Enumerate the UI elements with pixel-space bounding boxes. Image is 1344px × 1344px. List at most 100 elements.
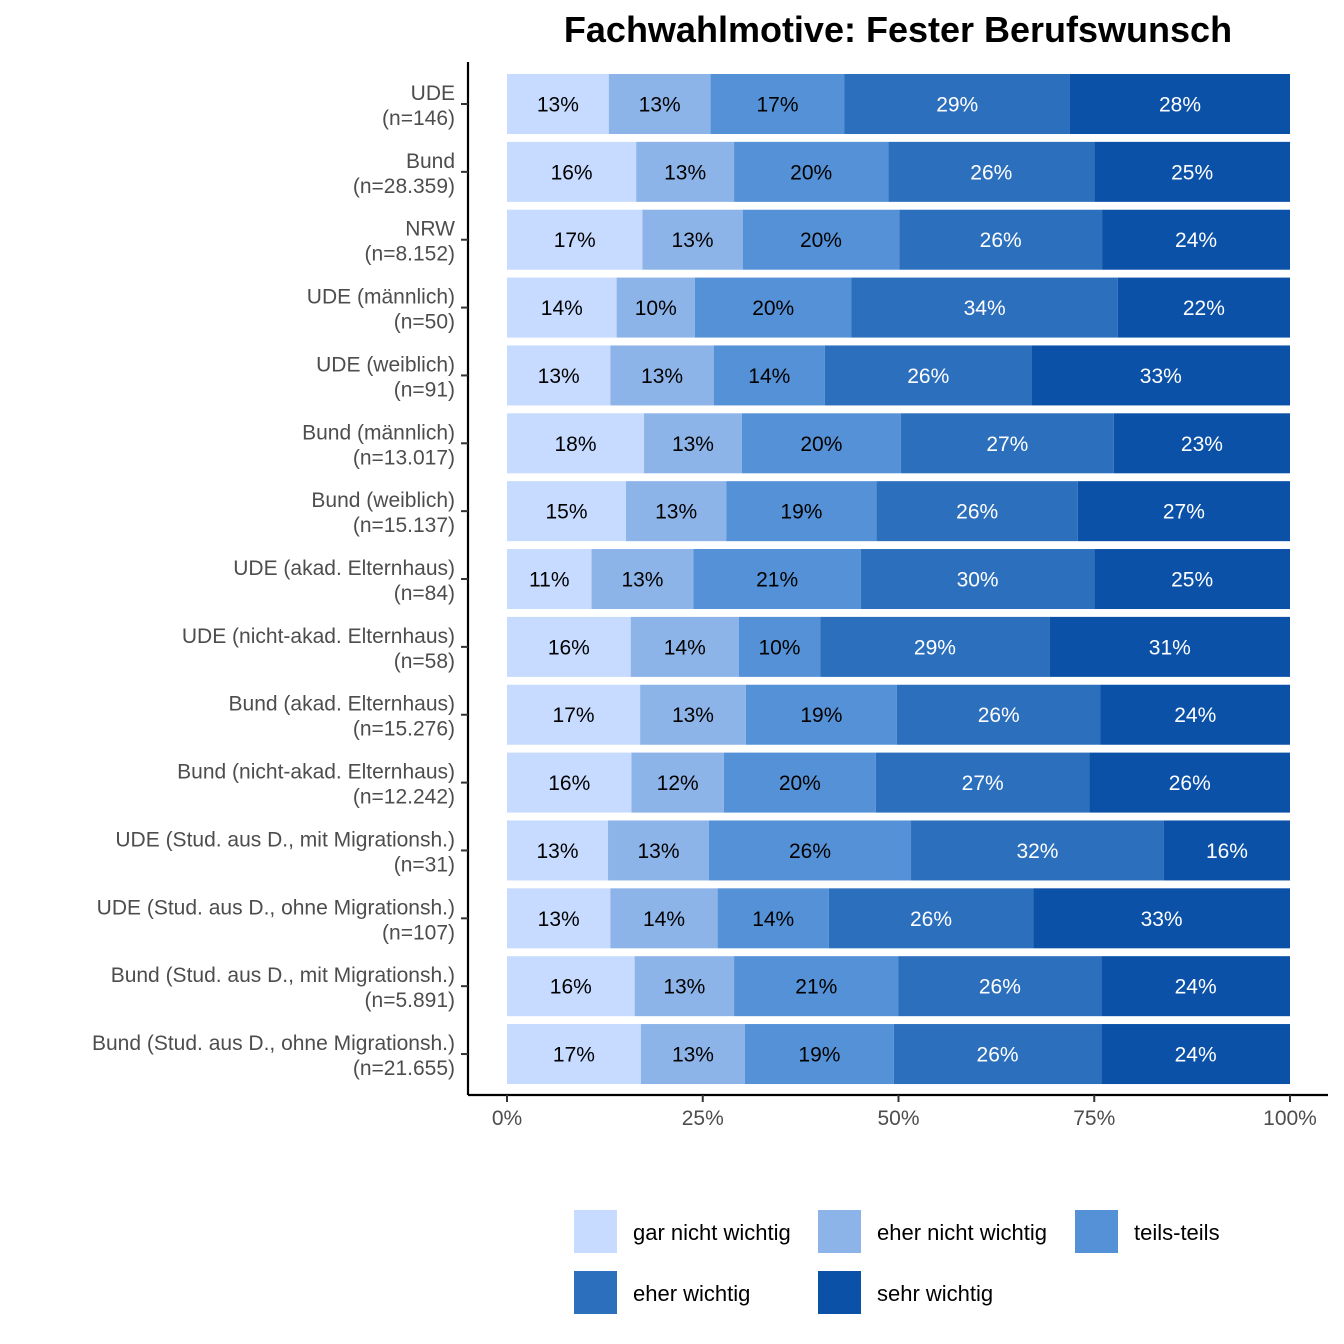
bar-segment xyxy=(507,888,611,949)
bar-segment xyxy=(844,74,1070,134)
bar-segment xyxy=(726,481,877,542)
bar-segment xyxy=(1101,956,1290,1017)
legend-label: eher wichtig xyxy=(633,1281,750,1306)
bar-segment xyxy=(820,616,1050,677)
category-n-label: (n=15.276) xyxy=(353,718,455,741)
bar-segment xyxy=(1033,888,1290,949)
bar-data-label: 13% xyxy=(663,976,705,999)
bar-data-label: 13% xyxy=(621,569,663,592)
bar-data-label: 13% xyxy=(672,1044,714,1067)
category-label: UDE (nicht-akad. Elternhaus) xyxy=(182,625,455,648)
bar-data-label: 20% xyxy=(800,229,842,252)
bar-data-label: 24% xyxy=(1175,976,1217,999)
bar-data-label: 30% xyxy=(957,569,999,592)
category-label: Bund xyxy=(406,150,455,173)
category-label: UDE xyxy=(411,82,455,105)
bar-data-label: 16% xyxy=(550,976,592,999)
bar-data-label: 14% xyxy=(752,908,794,931)
bar-segment xyxy=(1094,141,1290,202)
bar-data-label: 14% xyxy=(643,908,685,931)
bar-data-label: 19% xyxy=(800,704,842,727)
category-label: Bund (nicht-akad. Elternhaus) xyxy=(177,761,455,784)
bar-data-label: 13% xyxy=(538,365,580,388)
x-tick-label: 25% xyxy=(682,1107,724,1130)
category-n-label: (n=21.655) xyxy=(353,1057,455,1080)
category-label: Bund (akad. Elternhaus) xyxy=(229,693,455,716)
bar-data-label: 11% xyxy=(529,569,569,592)
plot-area: 13% 13% 17% 29% 28% UDE(n=146) 16% 13% 20% 26% 25%… xyxy=(92,62,1328,1130)
legend-label: eher nicht wichtig xyxy=(877,1220,1047,1245)
category-n-label: (n=28.359) xyxy=(353,175,455,198)
bar-data-label: 16% xyxy=(548,772,590,795)
category-n-label: (n=12.242) xyxy=(353,786,455,809)
category-n-label: (n=5.891) xyxy=(365,989,455,1012)
legend: gar nicht wichtig eher nicht wichtig teils… xyxy=(574,1210,1220,1314)
bar-data-label: 10% xyxy=(635,297,677,320)
bar-segment xyxy=(713,345,825,406)
bar-data-label: 20% xyxy=(800,433,842,456)
bar-data-label: 14% xyxy=(748,365,790,388)
bar-segment xyxy=(1049,616,1290,677)
legend-label: sehr wichtig xyxy=(877,1281,993,1306)
bar-segment xyxy=(693,549,861,610)
bar-data-label: 26% xyxy=(1169,772,1211,795)
bar-data-label: 26% xyxy=(789,840,831,863)
bar-segment xyxy=(1117,277,1290,338)
bar-data-label: 24% xyxy=(1175,1044,1217,1067)
bar-segment xyxy=(1069,74,1290,134)
bar-segment xyxy=(507,1024,641,1085)
bar-data-label: 31% xyxy=(1149,636,1191,659)
bar-segment xyxy=(734,956,899,1017)
bar-segment xyxy=(1101,1024,1290,1085)
bar-segment xyxy=(911,820,1164,881)
bar-segment xyxy=(717,888,829,949)
bar-segment xyxy=(1077,481,1290,542)
bar-data-label: 13% xyxy=(655,501,697,524)
legend-label: gar nicht wichtig xyxy=(633,1220,791,1245)
bar-data-label: 32% xyxy=(1016,840,1058,863)
bar-segment xyxy=(616,277,695,338)
bar-data-label: 28% xyxy=(1159,94,1201,117)
legend-swatch xyxy=(818,1210,861,1253)
category-n-label: (n=107) xyxy=(382,921,455,944)
bar-data-label: 24% xyxy=(1175,229,1217,252)
bar-segment xyxy=(828,888,1034,949)
bar-data-label: 27% xyxy=(962,772,1004,795)
bar-segment xyxy=(1094,549,1290,610)
bar-segment xyxy=(1113,413,1290,474)
bar-segment xyxy=(610,345,714,406)
bar-segment xyxy=(899,209,1103,270)
bar-data-label: 13% xyxy=(639,94,681,117)
bar-segment xyxy=(734,141,889,202)
bar-data-label: 26% xyxy=(910,908,952,931)
category-n-label: (n=146) xyxy=(382,107,455,130)
bar-segment xyxy=(626,481,727,542)
bar-data-label: 13% xyxy=(641,365,683,388)
bar-data-label: 26% xyxy=(956,501,998,524)
bar-segment xyxy=(738,616,821,677)
category-n-label: (n=58) xyxy=(394,650,455,673)
bar-segment xyxy=(634,956,735,1017)
bar-data-label: 20% xyxy=(752,297,794,320)
legend-swatch xyxy=(1075,1210,1118,1253)
bar-segment xyxy=(1031,345,1290,406)
bar-data-label: 26% xyxy=(907,365,949,388)
category-label: UDE (Stud. aus D., ohne Migrationsh.) xyxy=(97,896,455,919)
bar-segment xyxy=(896,684,1101,745)
category-label: Bund (männlich) xyxy=(302,421,455,444)
category-label: UDE (weiblich) xyxy=(316,353,455,376)
bar-data-label: 13% xyxy=(664,161,706,184)
bar-segment xyxy=(507,481,627,542)
bar-segment xyxy=(507,277,617,338)
category-label: Bund (Stud. aus D., mit Migrationsh.) xyxy=(111,964,455,987)
bar-segment xyxy=(898,956,1102,1017)
bar-segment xyxy=(709,820,912,881)
bar-data-label: 20% xyxy=(779,772,821,795)
category-label: Bund (weiblich) xyxy=(311,489,455,512)
bar-segment xyxy=(1100,684,1290,745)
bar-data-label: 19% xyxy=(780,501,822,524)
bar-data-label: 12% xyxy=(657,772,699,795)
bar-segment xyxy=(507,413,645,474)
bar-data-label: 21% xyxy=(795,976,837,999)
